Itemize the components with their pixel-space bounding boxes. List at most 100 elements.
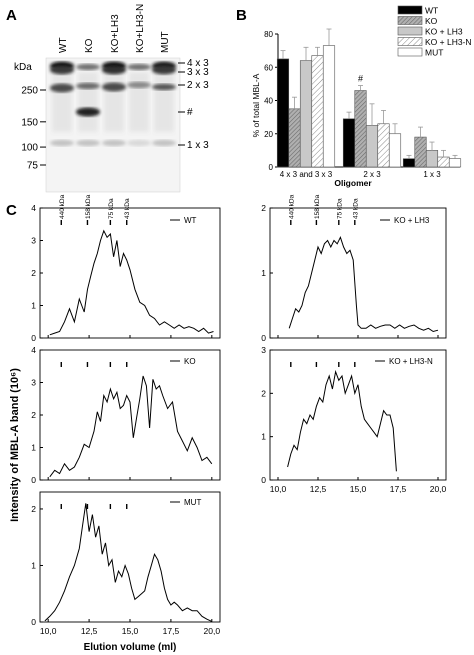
bar <box>276 58 290 168</box>
profile-line <box>49 375 213 478</box>
calibration-label: 158 kDa <box>314 194 321 219</box>
calibration-label: 75 kDa <box>108 198 115 219</box>
profile-x-axis-label: Elution volume (ml) <box>84 642 177 653</box>
blot-smear <box>154 72 174 132</box>
profile-y-tick-label: 3 <box>31 378 36 388</box>
profile-frame <box>39 491 221 623</box>
bar-y-tick-label: 60 <box>264 63 273 72</box>
blot-band <box>76 63 100 71</box>
legend-label: KO + LH3-N <box>425 37 472 47</box>
calibration-label: 440 kDa <box>59 194 66 219</box>
blot-smear <box>104 72 124 132</box>
profile-y-tick-label: 4 <box>31 203 36 213</box>
profile-y-tick-label: 2 <box>261 203 266 213</box>
profile-y-tick-label: 2 <box>31 504 36 514</box>
significance-marker: # <box>358 74 363 84</box>
lane-label: KO <box>84 38 95 53</box>
calibration-label: 75 kDa <box>336 198 343 219</box>
profile-frame <box>269 349 447 481</box>
profile-legend-label: KO + LH3 <box>394 216 430 225</box>
profile-x-tick-label: 12,5 <box>310 484 327 494</box>
blot-band <box>50 139 74 147</box>
profile-y-tick-label: 1 <box>31 443 36 453</box>
marker-label: 75 <box>27 161 39 172</box>
legend-label: WT <box>425 6 438 16</box>
profile-x-tick-label: 12,5 <box>81 626 98 636</box>
profile-y-tick-label: 0 <box>31 617 36 627</box>
profile-frame <box>39 349 221 481</box>
panel-label-b: B <box>236 7 247 24</box>
marker-label: 150 <box>21 117 38 128</box>
profile-y-tick-label: 3 <box>31 236 36 246</box>
band-label: 1 x 3 <box>187 140 209 151</box>
blot-band <box>102 139 126 147</box>
bar <box>288 108 301 168</box>
blot-smear <box>52 72 72 132</box>
bar <box>425 150 439 168</box>
band-label: 2 x 3 <box>187 80 209 91</box>
profile-y-tick-label: 1 <box>31 560 36 570</box>
panel-label-a: A <box>6 7 17 24</box>
bar <box>311 55 324 168</box>
profile-y-tick-label: 1 <box>31 301 36 311</box>
profile-x-tick-label: 17,5 <box>163 626 180 636</box>
lane-label: KO+LH3-N <box>135 4 146 53</box>
legend-swatch <box>397 5 423 15</box>
lane-label: WT <box>58 37 69 53</box>
blot-smear <box>78 72 98 132</box>
calibration-label: 43 kDa <box>124 198 131 219</box>
blot-band <box>152 139 176 147</box>
bar <box>402 158 416 168</box>
legend-swatch <box>397 47 423 57</box>
bar-category-label: 2 x 3 <box>363 170 381 179</box>
bar <box>322 45 336 168</box>
legend-swatch <box>397 16 423 25</box>
bar <box>388 133 402 168</box>
band-label: # <box>187 107 193 118</box>
lane-label: MUT <box>160 31 171 53</box>
bar-x-axis-label: Oligomer <box>334 178 372 188</box>
bar-y-tick-label: 40 <box>264 97 273 106</box>
profile-x-tick-label: 15,0 <box>350 484 367 494</box>
profile-legend-label: KO + LH3-N <box>389 357 433 366</box>
profile-legend-label: KO <box>184 357 196 366</box>
legend-label: KO <box>425 16 438 26</box>
bar <box>414 136 427 168</box>
blot-band <box>127 139 151 147</box>
profile-x-tick-label: 10,0 <box>270 484 287 494</box>
legend-swatch <box>397 26 423 36</box>
profile-y-tick-label: 0 <box>261 333 266 343</box>
bar-y-tick-label: 0 <box>269 163 274 172</box>
legend-label: KO + LH3 <box>425 27 463 37</box>
bar <box>354 90 367 168</box>
blot-band <box>76 139 100 147</box>
band-label: 4 x 3 <box>187 58 209 69</box>
profile-y-tick-label: 2 <box>261 388 266 398</box>
blot-smear <box>129 72 149 132</box>
bar-y-tick-label: 80 <box>264 30 273 39</box>
profile-frame <box>39 207 221 339</box>
profile-y-tick-label: 2 <box>31 410 36 420</box>
elution-profiles: 0 1 2 3 4 440 kDa 158 kDa 75 kDa 43 kDa WT 0 1 2 440 … <box>31 194 446 653</box>
bar <box>299 60 313 168</box>
profile-legend-label: WT <box>184 216 197 225</box>
bar <box>377 123 390 168</box>
bar <box>365 125 379 168</box>
bar <box>342 118 356 168</box>
band-label: 3 x 3 <box>187 67 209 78</box>
profile-line <box>44 503 213 622</box>
western-blot: WT KO KO+LH3 KO+LH3-N MUT kDa 250 150 100 75 4 x 3… <box>14 4 209 193</box>
calibration-label: 440 kDa <box>288 194 295 219</box>
marker-label: 100 <box>21 143 38 154</box>
profile-x-tick-label: 17,5 <box>390 484 407 494</box>
bar-category-label: 4 x 3 and 3 x 3 <box>280 170 333 179</box>
profile-y-tick-label: 2 <box>31 268 36 278</box>
shared-y-axis-label: Intensity of MBL-A band (10⁶) <box>9 368 21 522</box>
profile-x-tick-label: 15,0 <box>122 626 139 636</box>
bar-y-tick-label: 20 <box>264 130 273 139</box>
profile-y-tick-label: 4 <box>31 345 36 355</box>
profile-y-tick-label: 0 <box>31 333 36 343</box>
profile-line <box>287 369 397 472</box>
